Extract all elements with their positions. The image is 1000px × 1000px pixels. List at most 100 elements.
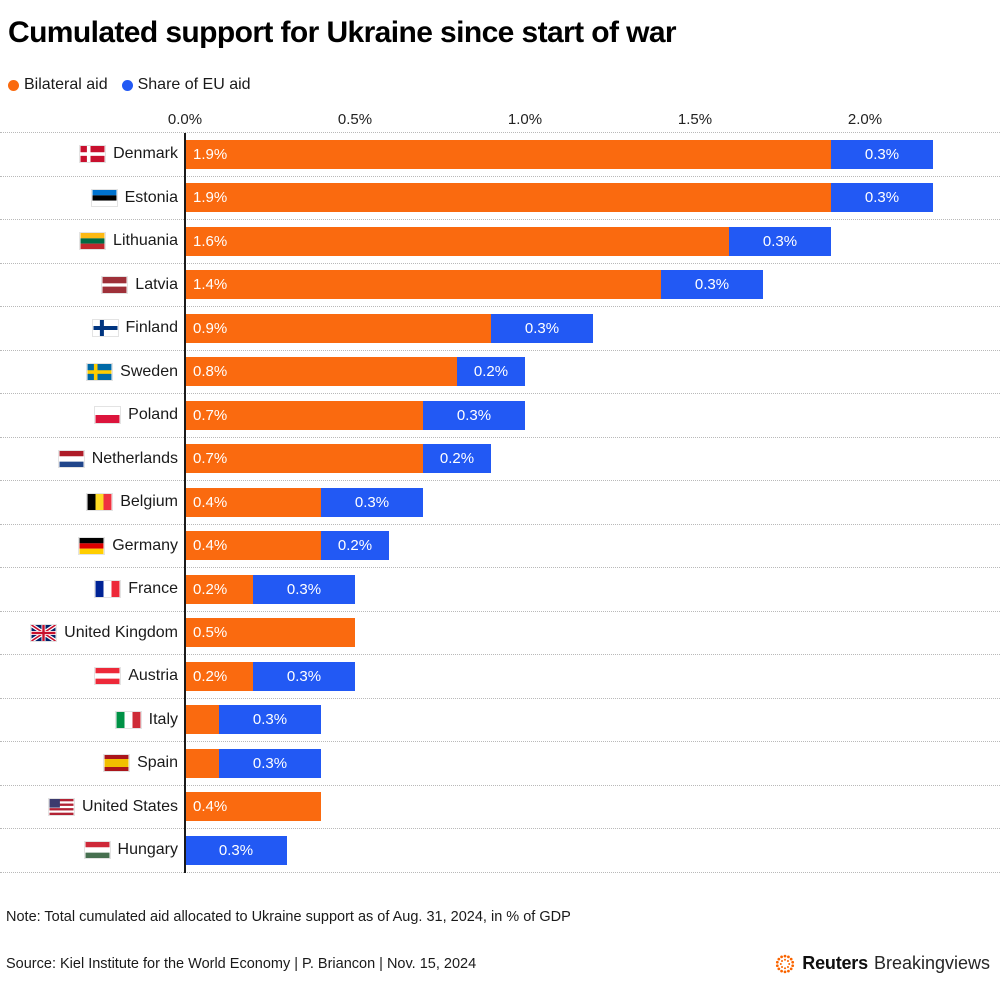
be-flag-icon xyxy=(86,493,114,512)
bilateral-bar: 0.7% xyxy=(185,400,423,430)
bilateral-bar xyxy=(185,705,219,735)
chart-row: Poland 0.7% 0.3% xyxy=(0,394,1000,438)
eu-value-label: 0.3% xyxy=(218,841,254,859)
chart-row: Italy 0.3% xyxy=(0,699,1000,742)
chart-row: Hungary 0.3% xyxy=(0,829,1000,873)
es-flag-icon xyxy=(103,754,131,773)
row-bars: 0.7% 0.2% xyxy=(185,444,1000,474)
at-flag-icon xyxy=(94,667,122,686)
bilateral-bar: 1.4% xyxy=(185,270,661,300)
nl-flag-icon xyxy=(57,449,85,468)
eu-value-label: 0.3% xyxy=(252,711,288,729)
bilateral-bar: 0.7% xyxy=(185,444,423,474)
row-label: Estonia xyxy=(0,188,185,207)
row-label: Belgium xyxy=(0,493,185,512)
chart-rows: Denmark 1.9% 0.3% Estonia 1.9% 0.3% Lithuania 1… xyxy=(0,132,1000,873)
country-label: Hungary xyxy=(117,841,178,859)
bilateral-bar: 0.5% xyxy=(185,618,355,648)
bilateral-value-label: 0.2% xyxy=(193,580,228,598)
fi-flag-icon xyxy=(91,319,119,338)
country-label: Austria xyxy=(128,667,178,685)
legend-label-bilateral: Bilateral aid xyxy=(24,76,108,93)
row-label: Denmark xyxy=(0,145,185,164)
eu-share-bar: 0.2% xyxy=(321,531,389,561)
chart-row: Germany 0.4% 0.2% xyxy=(0,525,1000,568)
row-bars: 0.9% 0.3% xyxy=(185,313,1000,343)
eu-share-bar: 0.3% xyxy=(831,139,933,169)
eu-share-bar: 0.3% xyxy=(831,183,933,213)
hu-flag-icon xyxy=(83,841,111,860)
eu-legend-dot-icon xyxy=(121,79,133,91)
dk-flag-icon xyxy=(79,145,107,164)
bilateral-bar: 0.4% xyxy=(185,487,321,517)
bilateral-value-label: 1.4% xyxy=(193,276,228,294)
branding: Reuters Breakingviews xyxy=(774,953,990,975)
footer: Source: Kiel Institute for the World Eco… xyxy=(6,953,990,975)
legend-item-eu: Share of EU aid xyxy=(121,76,251,94)
chart-row: Latvia 1.4% 0.3% xyxy=(0,264,1000,307)
row-bars: 0.4% xyxy=(185,792,1000,822)
y-axis-line xyxy=(184,133,186,873)
row-label: Austria xyxy=(0,667,185,686)
row-bars: 1.6% 0.3% xyxy=(185,226,1000,256)
country-label: Germany xyxy=(112,536,178,554)
bilateral-value-label: 0.9% xyxy=(193,319,228,337)
eu-share-bar: 0.3% xyxy=(219,748,321,778)
chart-row: Estonia 1.9% 0.3% xyxy=(0,177,1000,220)
brand-breakingviews: Breakingviews xyxy=(873,953,990,973)
row-label: Netherlands xyxy=(0,449,185,468)
eu-share-bar: 0.2% xyxy=(423,444,491,474)
chart-page: Cumulated support for Ukraine since star… xyxy=(0,16,1000,975)
eu-share-bar: 0.3% xyxy=(253,574,355,604)
ee-flag-icon xyxy=(90,188,118,207)
eu-value-label: 0.2% xyxy=(473,363,509,381)
row-bars: 0.2% 0.3% xyxy=(185,574,1000,604)
eu-value-label: 0.3% xyxy=(694,276,730,294)
bilateral-value-label: 0.4% xyxy=(193,537,228,555)
bilateral-legend-dot-icon xyxy=(8,79,19,91)
chart-row: Finland 0.9% 0.3% xyxy=(0,307,1000,351)
row-label: Latvia xyxy=(0,275,185,294)
chart-row: Austria 0.2% 0.3% xyxy=(0,655,1000,699)
de-flag-icon xyxy=(78,536,106,555)
row-bars: 0.3% xyxy=(185,748,1000,778)
eu-value-label: 0.3% xyxy=(252,754,288,772)
row-label: United States xyxy=(0,797,185,816)
country-label: Poland xyxy=(128,406,178,424)
x-axis-tick: 2.0% xyxy=(847,111,883,128)
eu-share-bar: 0.3% xyxy=(185,835,287,865)
row-label: Hungary xyxy=(0,841,185,860)
row-bars: 1.4% 0.3% xyxy=(185,270,1000,300)
country-label: United Kingdom xyxy=(64,623,178,641)
source-line: Source: Kiel Institute for the World Eco… xyxy=(6,955,477,972)
row-bars: 0.3% xyxy=(185,835,1000,865)
bilateral-value-label: 0.8% xyxy=(193,363,228,381)
eu-value-label: 0.2% xyxy=(439,450,475,468)
bilateral-value-label: 0.5% xyxy=(193,624,228,642)
eu-share-bar: 0.2% xyxy=(457,357,525,387)
eu-share-bar: 0.3% xyxy=(321,487,423,517)
row-label: United Kingdom xyxy=(0,623,185,642)
bilateral-bar xyxy=(185,748,219,778)
row-label: Poland xyxy=(0,406,185,425)
legend: Bilateral aid Share of EU aid xyxy=(8,76,1000,94)
x-axis-tick: 1.0% xyxy=(507,111,543,128)
it-flag-icon xyxy=(114,710,142,729)
country-label: Lithuania xyxy=(113,232,178,250)
country-label: Spain xyxy=(137,754,178,772)
country-label: United States xyxy=(81,797,178,815)
row-bars: 0.2% 0.3% xyxy=(185,661,1000,691)
eu-share-bar: 0.3% xyxy=(219,705,321,735)
country-label: Estonia xyxy=(124,188,178,206)
eu-value-label: 0.3% xyxy=(762,232,798,250)
eu-value-label: 0.3% xyxy=(286,667,322,685)
legend-item-bilateral: Bilateral aid xyxy=(8,76,108,94)
country-label: Sweden xyxy=(120,362,178,380)
eu-value-label: 0.3% xyxy=(524,319,560,337)
country-label: France xyxy=(128,580,178,598)
eu-share-bar: 0.3% xyxy=(661,270,763,300)
row-bars: 0.4% 0.3% xyxy=(185,487,1000,517)
row-bars: 0.4% 0.2% xyxy=(185,531,1000,561)
eu-share-bar: 0.3% xyxy=(491,313,593,343)
row-bars: 0.8% 0.2% xyxy=(185,357,1000,387)
